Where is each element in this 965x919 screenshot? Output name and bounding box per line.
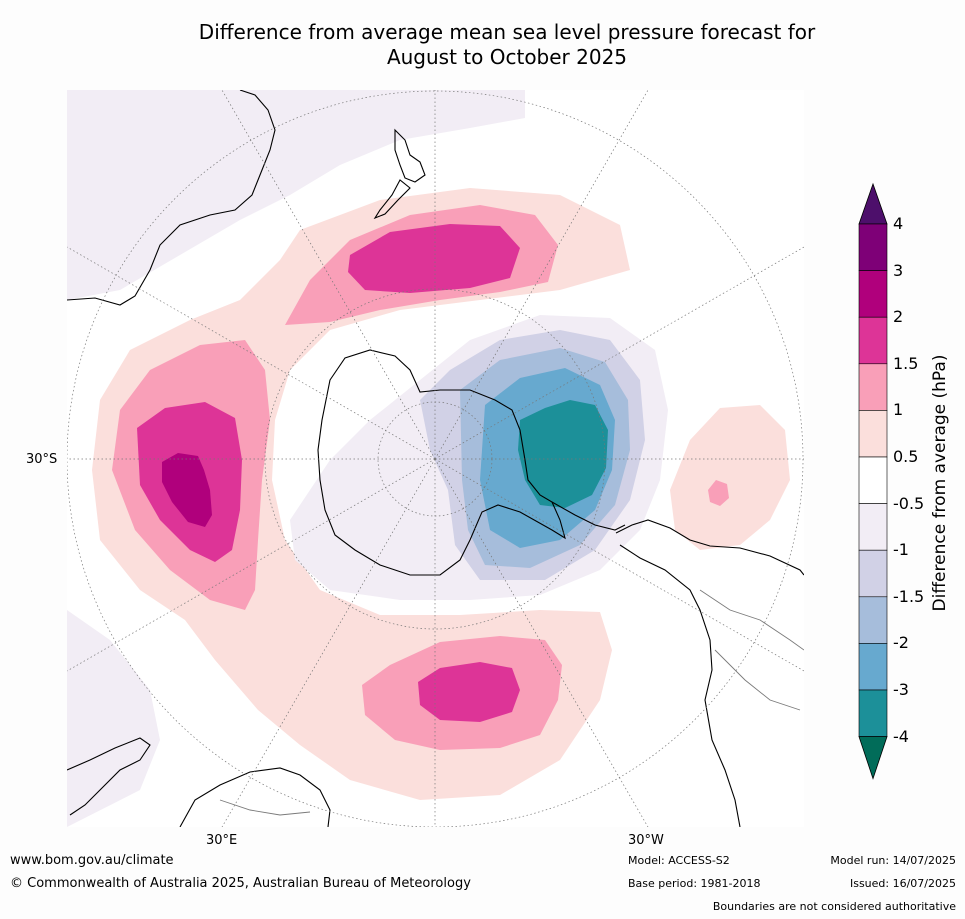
colorbar-tick-label: -1 [893, 540, 909, 560]
border-southern-africa [219, 799, 311, 816]
latitude-label-30s: 30°S [26, 452, 58, 467]
website-link[interactable]: www.bom.gov.au/climate [10, 853, 174, 868]
colorbar-tick-label: 0.5 [893, 447, 919, 466]
colorbar-band [858, 643, 888, 691]
colorbar-band [858, 456, 888, 504]
meridian-150e [221, 90, 436, 460]
colorbar-tick-label: -2 [893, 633, 909, 653]
colorbar-tick-label: 1 [893, 400, 904, 420]
coastline-australia [67, 90, 276, 306]
graticule [67, 90, 804, 827]
colorbar-band [858, 503, 888, 551]
colorbar-band [858, 689, 888, 737]
anomaly-area-australia-weak-low [67, 90, 525, 300]
colorbar-band [858, 363, 888, 411]
coastline-antarctica [317, 349, 566, 576]
anomaly-low-core [518, 400, 608, 508]
map-title: Difference from average mean sea level p… [0, 20, 965, 70]
anomaly-tasman-strong [348, 224, 520, 293]
meridian-60w [434, 458, 804, 672]
coastline-antarctic-peninsula [551, 501, 626, 531]
coastline-africa [67, 737, 151, 816]
colorbar-tick-label: -4 [893, 726, 909, 746]
colorbar-tick-label: 1.5 [893, 353, 919, 373]
meridian-120w [434, 246, 804, 460]
copyright-text: © Commonwealth of Australia 2025, Austra… [10, 876, 471, 891]
colorbar-band [858, 410, 888, 458]
anomaly-southern-ocean-strong [418, 662, 520, 722]
disclaimer-text: Boundaries are not considered authoritat… [712, 900, 956, 913]
meridian-150w [434, 90, 649, 460]
longitude-label-30e: 30°E [206, 833, 238, 848]
base-period-text: Base period: 1981-2018 [628, 877, 761, 890]
coastlines [67, 90, 804, 827]
colorbar-band [858, 223, 888, 271]
colorbar-tick-label: 4 [893, 214, 904, 233]
title-line-2: August to October 2025 [386, 45, 628, 69]
meridian-30e [221, 458, 436, 827]
title-line-1: Difference from average mean sea level p… [198, 20, 816, 44]
model-run-text: Model run: 14/07/2025 [830, 854, 956, 867]
longitude-label-30w: 30°W [628, 833, 664, 848]
colorbar-tick-label: 2 [893, 307, 904, 327]
meridian-120e [67, 246, 436, 460]
coastline-southern-africa-east [179, 767, 331, 827]
colorbar-extend-bottom [858, 736, 888, 780]
colorbar-extend-top [858, 182, 888, 225]
meridian-30w [434, 458, 649, 827]
colorbar-tick-label: -1.5 [893, 586, 925, 606]
colorbar [858, 182, 888, 780]
colorbar-label: Difference from average (hPa) [930, 354, 950, 612]
colorbar-tick-label: 3 [893, 260, 904, 280]
country-borders [219, 589, 804, 816]
colorbar-tick-label: -0.5 [893, 493, 925, 513]
model-text: Model: ACCESS-S2 [628, 854, 730, 867]
border-south-america [699, 589, 804, 711]
anomaly-southeast-pacific-spot [708, 480, 729, 506]
colorbar-band [858, 316, 888, 365]
coastline-new-zealand-south [373, 179, 411, 220]
anomaly-area-africa-weak-low [67, 610, 160, 827]
coastline-new-zealand-north [394, 128, 426, 183]
latitude-circle-50s [264, 288, 606, 630]
colorbar-band [858, 270, 888, 318]
meridian-60e [67, 458, 436, 672]
anomaly-southeast-pacific-weak [670, 405, 790, 550]
colorbar-band [858, 549, 888, 598]
colorbar-band [858, 596, 888, 644]
coastline-south-america [615, 519, 804, 827]
issued-text: Issued: 16/07/2025 [849, 877, 956, 890]
colorbar-tick-label: -3 [893, 680, 909, 699]
anomaly-indian-very-strong [162, 453, 212, 527]
